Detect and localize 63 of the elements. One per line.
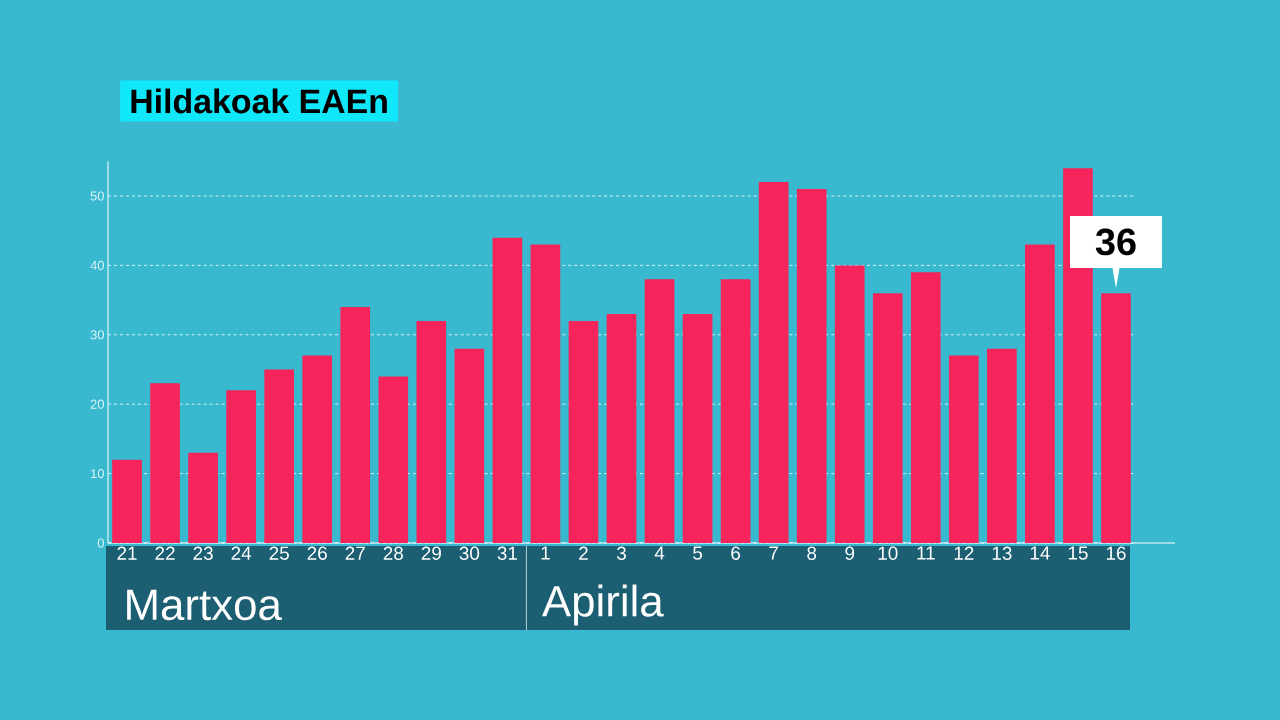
bar [340,307,371,543]
data-label: 36 [1095,228,1136,256]
x-tick-label: 14 [1030,546,1050,560]
x-tick-label: 31 [497,546,517,560]
y-tick-label: 30 [90,330,104,340]
bar [264,369,295,543]
x-tick-label: 7 [769,546,778,560]
bar [834,265,865,543]
bar [644,279,675,543]
bar [987,348,1017,543]
x-tick-label: 30 [459,546,480,560]
y-tick-label: 20 [90,399,104,409]
x-tick-label: 26 [307,546,327,560]
x-tick-label: 2 [579,546,588,560]
x-tick-label: 21 [117,546,137,560]
bar [302,355,333,543]
bar [682,313,713,543]
x-tick-label: 15 [1068,546,1088,560]
bar [1101,293,1131,543]
x-tick-label: 29 [421,546,441,560]
x-tick-label: 9 [845,546,855,560]
x-tick-label: 10 [878,546,898,560]
y-tick-label: 10 [91,469,104,479]
x-tick-label: 12 [954,546,974,560]
x-tick-label: 28 [383,546,403,560]
bar [416,320,447,543]
bar [796,189,827,543]
bar [910,272,941,543]
text: Apirila [542,584,664,626]
x-tick-label: 8 [807,546,817,560]
x-tick-label: 13 [992,546,1012,560]
bar [872,293,903,543]
x-tick-label: 16 [1106,546,1126,560]
x-tick-label: 5 [693,546,703,560]
text: Martxoa [127,589,282,621]
bar [720,279,751,543]
x-tick-label: 24 [231,546,252,560]
x-tick-label: 4 [654,546,665,560]
bar [226,390,256,543]
bar [949,355,979,543]
chart-title: Hildakoak EAEn [131,88,387,114]
bar [606,313,637,543]
bar [758,182,789,543]
bar [454,348,485,543]
bar [568,320,599,543]
x-tick-label: 22 [155,546,175,560]
y-tick-label: 40 [90,260,104,270]
x-tick-label: 3 [616,546,626,560]
bar [188,452,218,543]
bar [492,237,523,543]
y-tick-label: 50 [90,191,104,201]
bar [1025,244,1055,543]
x-tick-label: 11 [917,546,935,560]
bar [150,383,180,543]
x-tick-label: 25 [269,546,289,560]
bar [112,459,142,543]
bar [530,244,561,543]
bar [378,376,409,543]
x-tick-label: 6 [731,546,741,560]
x-tick-label: 27 [345,546,365,560]
x-tick-label: 1 [541,546,550,560]
x-tick-label: 23 [193,546,213,560]
y-tick-label: 0 [97,538,104,548]
